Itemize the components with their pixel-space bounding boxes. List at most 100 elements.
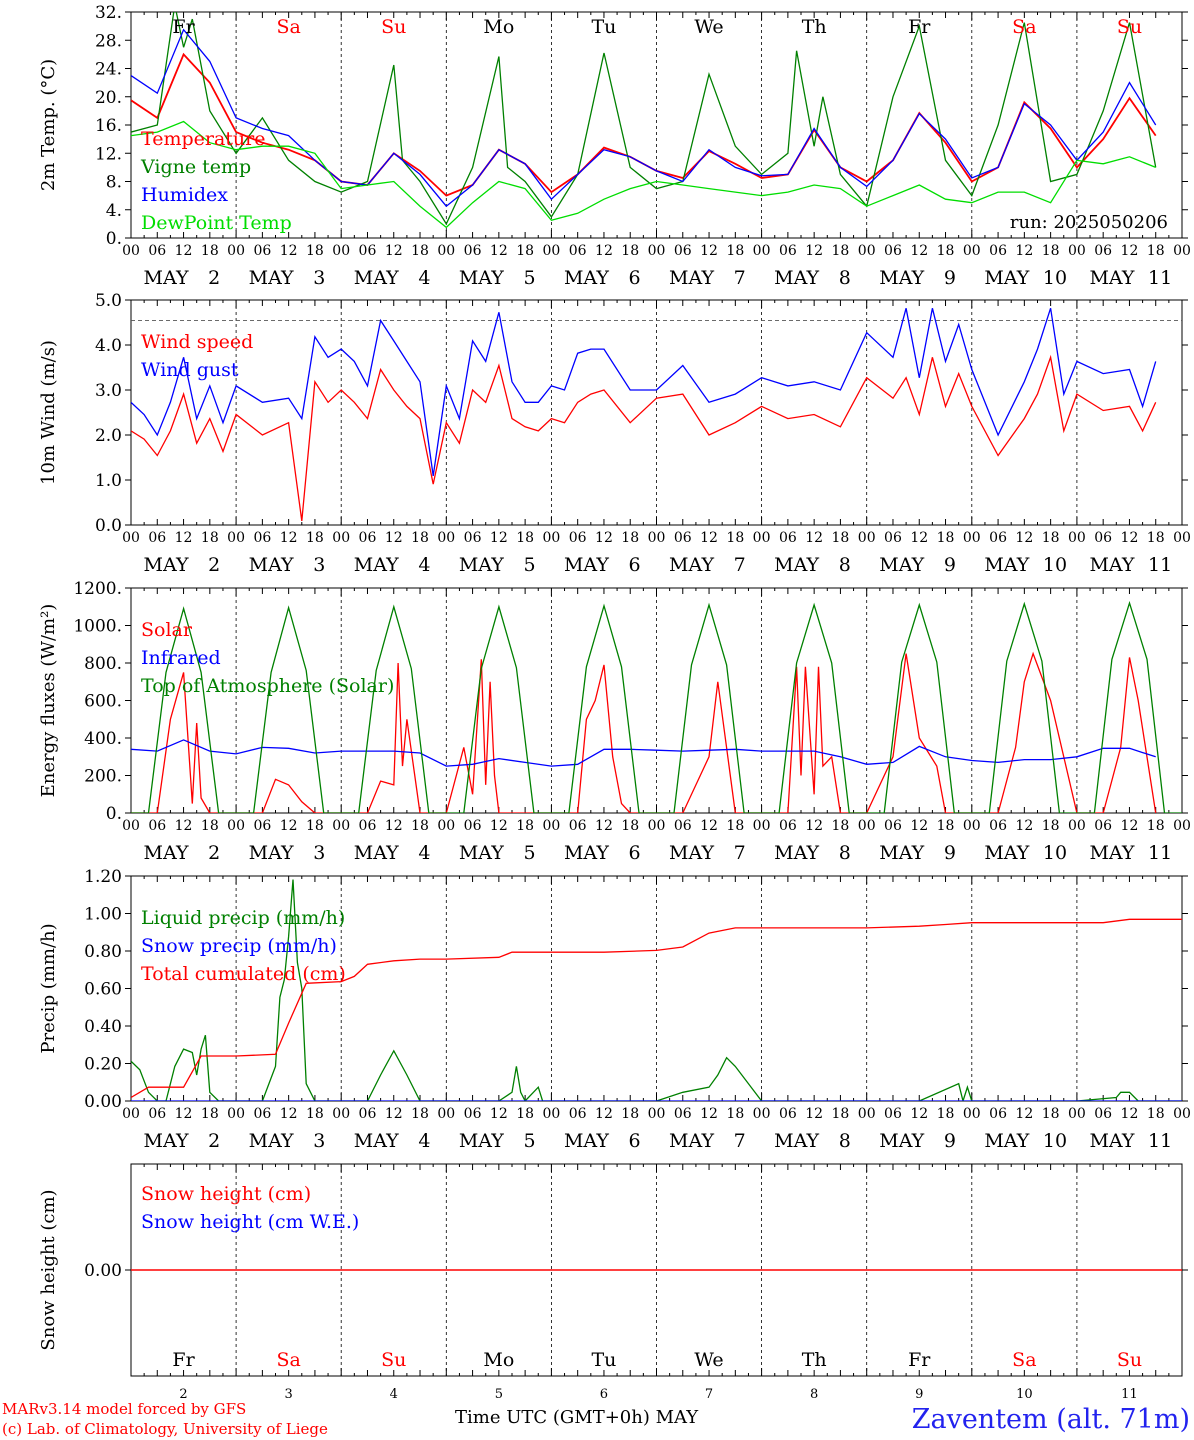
hour-label: 18 — [1147, 1106, 1165, 1122]
y-axis-title: Energy fluxes (W/m²) — [38, 604, 59, 798]
hour-label: 00 — [648, 818, 666, 834]
day-number: 2 — [208, 554, 220, 576]
month-label: MAY — [774, 267, 819, 289]
hour-label: 12 — [1015, 818, 1033, 834]
hour-label: 12 — [1015, 1106, 1033, 1122]
month-label: MAY — [669, 1130, 714, 1152]
hour-label: 00 — [542, 1106, 560, 1122]
panel-5: 0.00 Snow height (cm) Snow height (cm) Snow… — [38, 1163, 1188, 1402]
hour-label: 00 — [437, 1106, 455, 1122]
hour-label: 06 — [1094, 818, 1112, 834]
weekday-label: We — [694, 1349, 723, 1371]
legend-entry: Snow precip (mm/h) — [141, 935, 337, 957]
hour-label: 12 — [805, 243, 823, 259]
hour-label: 00 — [122, 818, 140, 834]
hour-label: 18 — [726, 1106, 744, 1122]
y-tick-label: 0. — [106, 229, 122, 249]
hour-label: 06 — [884, 243, 902, 259]
y-axis-title: 2m Temp. (°C) — [38, 59, 59, 191]
day-number: 6 — [600, 1387, 608, 1402]
hour-label: 12 — [595, 530, 613, 546]
station-name: Zaventem (alt. 71m) — [912, 1404, 1190, 1435]
y-tick-label: 1.20 — [84, 867, 122, 887]
y-axis-title: Snow height (cm) — [38, 1189, 59, 1350]
hour-label: 12 — [385, 530, 403, 546]
day-number: 3 — [313, 1130, 325, 1152]
day-number: 11 — [1148, 554, 1172, 576]
hour-label: 06 — [464, 1106, 482, 1122]
hour-label: 00 — [227, 1106, 245, 1122]
day-number: 3 — [313, 267, 325, 289]
hour-label: 12 — [1121, 243, 1139, 259]
hour-label: 00 — [1173, 1106, 1191, 1122]
y-tick-label: 1000. — [73, 617, 122, 637]
day-number: 9 — [944, 1130, 956, 1152]
hour-label: 00 — [753, 530, 771, 546]
weekday-label: Fr — [172, 1349, 195, 1371]
hour-label: 06 — [779, 1106, 797, 1122]
hour-label: 18 — [621, 243, 639, 259]
hour-label: 12 — [1015, 243, 1033, 259]
hour-label: 12 — [385, 818, 403, 834]
weekday-label: Mo — [483, 1349, 514, 1371]
day-number: 3 — [313, 842, 325, 864]
hour-label: 06 — [989, 243, 1007, 259]
legend-entry: Temperature — [141, 128, 265, 150]
weekday-label: Su — [1117, 16, 1142, 38]
hour-label: 12 — [910, 1106, 928, 1122]
day-number: 9 — [944, 267, 956, 289]
panel-1: 0. 4. 8. 12. 16. 20. 24. 28. 32. 2m Temp. (°C) Tem… — [38, 3, 1191, 289]
hour-label: 12 — [175, 1106, 193, 1122]
hour-label: 00 — [858, 818, 876, 834]
hour-label: 18 — [726, 818, 744, 834]
hour-label: 00 — [227, 530, 245, 546]
y-tick-label: 2.0 — [95, 426, 122, 446]
hour-label: 18 — [1042, 1106, 1060, 1122]
month-label: MAY — [564, 554, 609, 576]
hour-label: 18 — [1042, 818, 1060, 834]
month-label: MAY — [249, 1130, 294, 1152]
hour-label: 18 — [1147, 530, 1165, 546]
y-tick-label: 200. — [84, 767, 122, 787]
series-line-3 — [131, 918, 1182, 1099]
hour-label: 00 — [437, 818, 455, 834]
weekday-label: Th — [802, 16, 827, 38]
hour-label: 00 — [332, 818, 350, 834]
day-number: 7 — [734, 267, 746, 289]
hour-label: 06 — [779, 530, 797, 546]
day-number: 7 — [734, 1130, 746, 1152]
hour-label: 12 — [1121, 530, 1139, 546]
weekday-label: Su — [381, 1349, 406, 1371]
hour-label: 18 — [937, 818, 955, 834]
hour-label: 06 — [884, 1106, 902, 1122]
legend-entry: Snow height (cm W.E.) — [141, 1211, 359, 1233]
series-line-3 — [131, 28, 1157, 208]
legend-entry: Infrared — [141, 647, 221, 669]
plot-frame — [130, 299, 1183, 526]
hour-label: 12 — [385, 243, 403, 259]
day-number: 5 — [495, 1387, 503, 1402]
month-label: MAY — [459, 842, 504, 864]
y-axis-title: 10m Wind (m/s) — [38, 340, 59, 485]
month-label: MAY — [984, 1130, 1029, 1152]
month-label: MAY — [354, 842, 399, 864]
panel-4: 0.00 0.20 0.40 0.60 0.80 1.00 1.20 Precip (mm/h… — [38, 867, 1191, 1152]
hour-label: 18 — [306, 1106, 324, 1122]
month-label: MAY — [669, 842, 714, 864]
lab-credit: (c) Lab. of Climatology, University of L… — [2, 1420, 328, 1438]
day-number: 10 — [1043, 554, 1067, 576]
month-label: MAY — [984, 267, 1029, 289]
hour-label: 06 — [569, 530, 587, 546]
hour-label: 00 — [332, 530, 350, 546]
hour-label: 00 — [858, 243, 876, 259]
hour-label: 18 — [621, 530, 639, 546]
series-line-2 — [131, 12, 1157, 226]
model-credit: MARv3.14 model forced by GFS — [2, 1400, 246, 1418]
y-tick-label: 0.20 — [84, 1055, 122, 1075]
hour-label: 12 — [805, 1106, 823, 1122]
hour-label: 18 — [621, 818, 639, 834]
day-number: 5 — [523, 554, 535, 576]
month-label: MAY — [879, 554, 924, 576]
hour-label: 00 — [648, 530, 666, 546]
month-label: MAY — [564, 842, 609, 864]
